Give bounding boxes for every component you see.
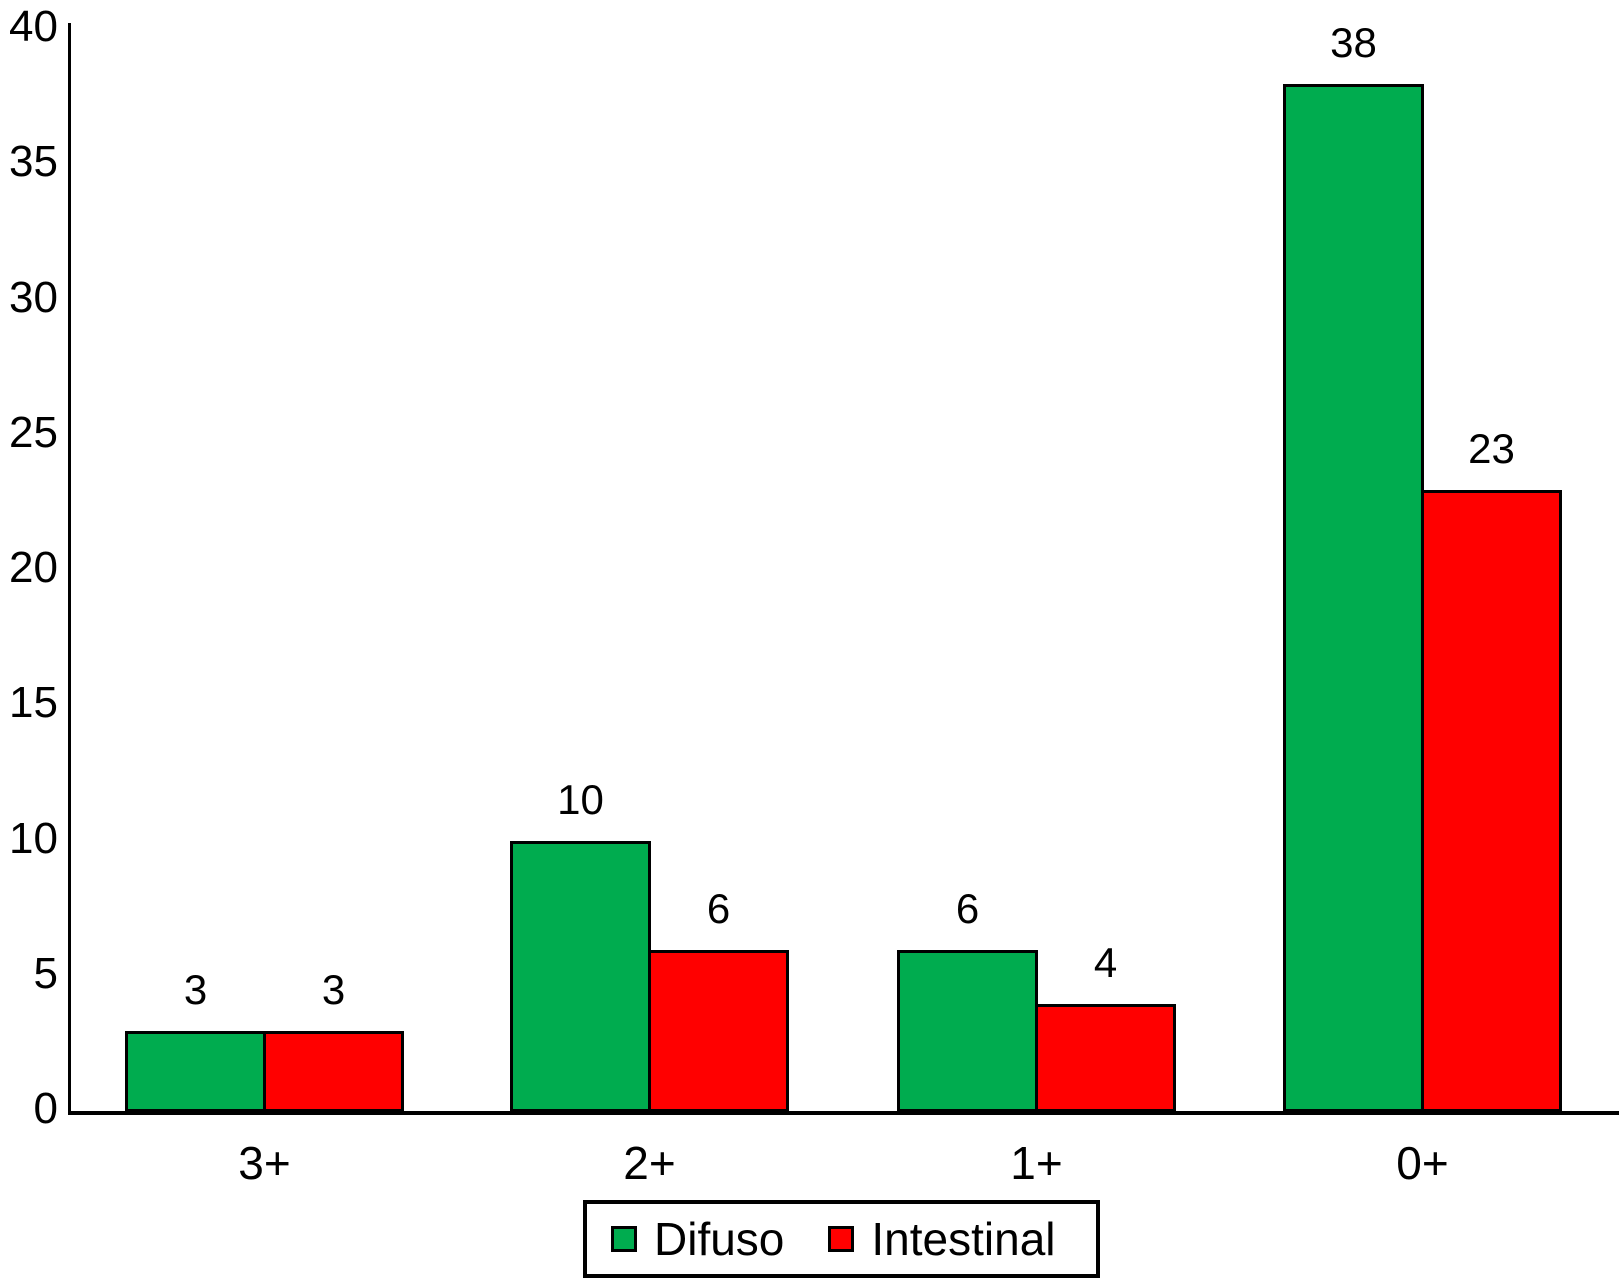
x-category-label-2+: 2+ bbox=[623, 1137, 676, 1189]
bar-value-label-intestinal-0+: 23 bbox=[1468, 425, 1515, 472]
bar-difuso-1+ bbox=[897, 950, 1038, 1112]
y-tick-label-10: 10 bbox=[9, 813, 58, 863]
legend-label-intestinal: Intestinal bbox=[871, 1213, 1056, 1265]
x-category-label-1+: 1+ bbox=[1010, 1137, 1063, 1189]
bar-value-label-intestinal-3+: 3 bbox=[321, 966, 346, 1013]
legend-swatch-intestinal bbox=[828, 1226, 855, 1252]
bar-intestinal-0+ bbox=[1421, 490, 1562, 1112]
bar-value-label-intestinal-2+: 6 bbox=[706, 885, 731, 932]
bar-value-label-difuso-2+: 10 bbox=[557, 776, 604, 823]
bar-value-label-intestinal-1+: 4 bbox=[1093, 939, 1118, 986]
y-tick-label-20: 20 bbox=[9, 543, 58, 592]
legend-item-intestinal: Intestinal bbox=[828, 1212, 1056, 1266]
legend-swatch-difuso bbox=[611, 1226, 637, 1252]
y-tick-label-40: 40 bbox=[9, 2, 58, 51]
y-tick-label-15: 15 bbox=[9, 678, 58, 728]
legend-label-difuso: Difuso bbox=[654, 1213, 785, 1265]
y-tick-label-25: 25 bbox=[9, 407, 58, 457]
bar-difuso-0+ bbox=[1283, 84, 1424, 1112]
bar-value-label-difuso-1+: 6 bbox=[955, 885, 980, 932]
y-axis-line bbox=[68, 23, 71, 1115]
x-category-label-3+: 3+ bbox=[238, 1137, 291, 1189]
bar-difuso-2+ bbox=[510, 841, 651, 1112]
bar-intestinal-1+ bbox=[1035, 1004, 1176, 1112]
bar-difuso-3+ bbox=[125, 1031, 266, 1112]
y-tick-label-0: 0 bbox=[33, 1084, 58, 1133]
y-tick-label-35: 35 bbox=[9, 137, 58, 187]
legend: Difuso Intestinal bbox=[583, 1200, 1100, 1278]
bar-value-label-difuso-0+: 38 bbox=[1330, 19, 1377, 66]
y-tick-label-30: 30 bbox=[9, 272, 58, 322]
bar-value-label-difuso-3+: 3 bbox=[183, 966, 208, 1013]
bar-intestinal-2+ bbox=[648, 950, 789, 1112]
x-category-label-0+: 0+ bbox=[1396, 1137, 1449, 1189]
y-tick-label-5: 5 bbox=[33, 948, 58, 998]
x-axis-line bbox=[68, 1111, 1619, 1115]
legend-item-difuso: Difuso bbox=[611, 1212, 784, 1266]
bar-intestinal-3+ bbox=[263, 1031, 404, 1112]
